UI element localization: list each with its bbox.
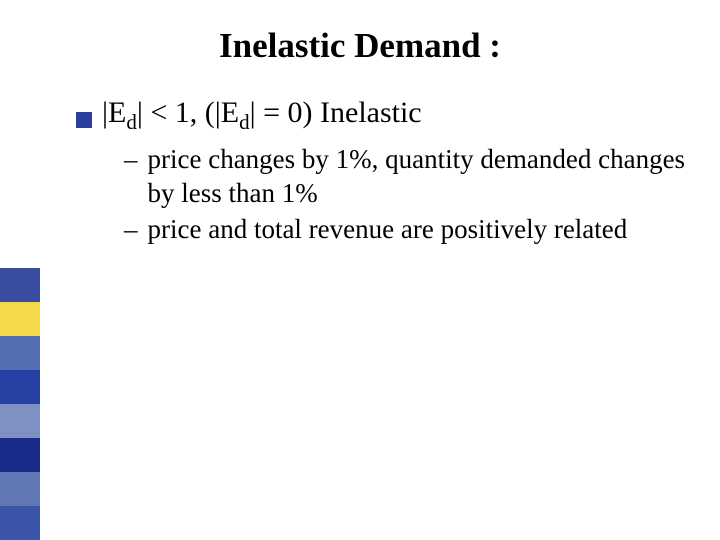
sub-bullet-text: price and total revenue are positively r…	[148, 213, 628, 247]
sidebar-block	[0, 302, 40, 336]
slide-content: |Ed| < 1, (|Ed| = 0) Inelastic – price c…	[76, 94, 696, 249]
slide-title: Inelastic Demand :	[0, 26, 720, 66]
sub-bullet-list: – price changes by 1%, quantity demanded…	[124, 143, 696, 246]
sub-bullet-text: price changes by 1%, quantity demanded c…	[148, 143, 697, 211]
sidebar-block	[0, 438, 40, 472]
main-bullet: |Ed| < 1, (|Ed| = 0) Inelastic	[76, 94, 696, 135]
main-bullet-text: |Ed| < 1, (|Ed| = 0) Inelastic	[102, 94, 422, 135]
dash-icon: –	[124, 213, 138, 247]
sidebar-block	[0, 370, 40, 404]
sidebar-block	[0, 336, 40, 370]
sidebar-decoration	[0, 268, 40, 540]
sidebar-block	[0, 268, 40, 302]
sub-bullet-item: – price changes by 1%, quantity demanded…	[124, 143, 696, 211]
dash-icon: –	[124, 143, 138, 177]
sub-bullet-item: – price and total revenue are positively…	[124, 213, 696, 247]
sidebar-block	[0, 506, 40, 540]
sidebar-block	[0, 472, 40, 506]
square-bullet-icon	[76, 112, 92, 128]
sidebar-block	[0, 404, 40, 438]
